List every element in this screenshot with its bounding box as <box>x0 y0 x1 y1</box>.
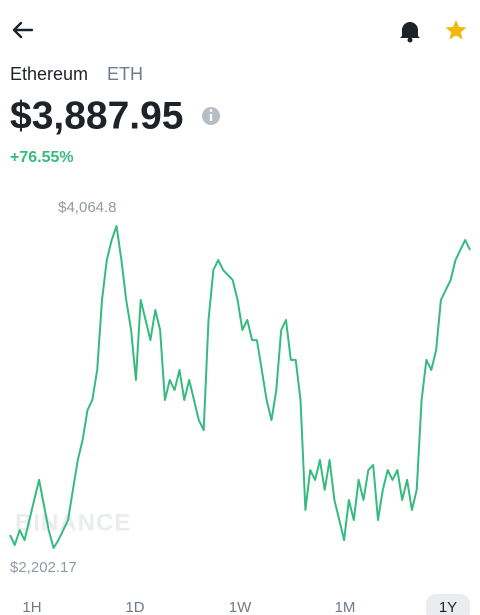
favorite-button[interactable] <box>445 20 467 40</box>
high-price-label: $4,064.8 <box>58 199 116 216</box>
time-range-tabs: 1H 1D 1W 1M 1Y <box>22 594 470 615</box>
low-price-label: $2,202.17 <box>10 559 77 576</box>
time-range-tab[interactable]: 1W <box>229 599 252 615</box>
time-range-tab[interactable]: 1M <box>335 599 356 615</box>
price: $3,887.95 <box>10 94 184 137</box>
info-icon[interactable] <box>202 107 220 125</box>
time-range-tab[interactable]: 1Y <box>439 599 457 615</box>
time-range-tab[interactable]: 1D <box>125 599 144 615</box>
selected-tab-bg <box>426 594 470 615</box>
watermark: BINANCE <box>15 509 131 536</box>
alert-button[interactable] <box>400 22 420 43</box>
price-change: +76.55% <box>10 149 74 166</box>
price-chart: $4,064.8 $2,202.17 <box>9 199 471 576</box>
asset-name: Ethereum <box>10 64 88 84</box>
time-range-tab[interactable]: 1H <box>22 599 41 615</box>
asset-symbol: ETH <box>107 64 143 84</box>
price-line <box>9 225 471 549</box>
back-button[interactable] <box>12 21 34 39</box>
